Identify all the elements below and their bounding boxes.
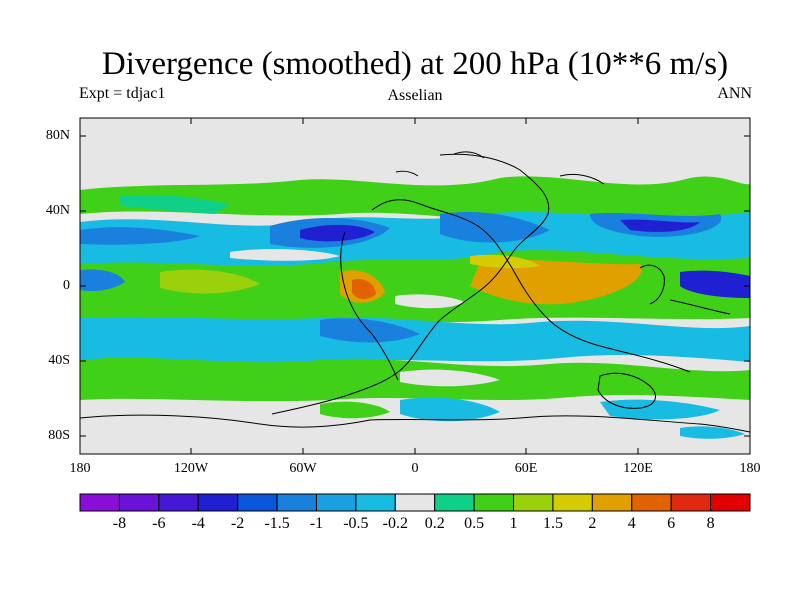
colorbar-label: -8 [113, 515, 126, 532]
colorbar-swatch [473, 493, 515, 512]
colorbar [79, 493, 751, 512]
coastlines [80, 151, 750, 433]
convergence-core-north-4 [440, 211, 550, 243]
colorbar-swatch [631, 493, 672, 512]
divergence-band-north-green [80, 176, 750, 223]
colorbar-swatch [670, 493, 712, 512]
colorbar-swatch [552, 493, 593, 512]
colorbar-label: 8 [707, 515, 715, 532]
x-axis-label-180e: 180 [739, 461, 761, 476]
colorbar-swatch [237, 493, 278, 512]
y-axis-label-80s: 80S [48, 428, 70, 443]
divergence-core-equatorial-2 [470, 260, 642, 305]
colorbar-label: -1.5 [264, 515, 289, 532]
divergence-core-equatorial-1 [160, 269, 260, 294]
convergence-patch-south-2 [600, 399, 720, 420]
x-axis-label-60w: 60W [289, 461, 317, 476]
x-axis-label-0: 0 [411, 461, 419, 476]
convergence-core-north-1 [80, 227, 200, 245]
colorbar-label: 1 [510, 515, 518, 532]
convergence-core-north-6 [620, 219, 700, 232]
colorbar-label: -1 [310, 515, 323, 532]
divergence-patch-north-teal [120, 194, 230, 214]
divergence-patch-south-green [320, 401, 390, 419]
coastline-arctic-islands [395, 151, 605, 185]
colorbar-label: -4 [192, 515, 205, 532]
colorbar-label: 1.5 [543, 515, 563, 532]
coastline-africa [340, 231, 399, 381]
x-axis-label-60e: 60E [514, 461, 538, 476]
x-axis-label-120e: 120E [623, 461, 653, 476]
season-label: ANN [717, 85, 752, 102]
colorbar-swatch [591, 493, 633, 512]
axis-ticks [80, 118, 750, 454]
colorbar-label: 4 [628, 515, 636, 532]
divergence-field [80, 118, 750, 454]
colorbar-label: -0.2 [383, 515, 408, 532]
convergence-core-north-3 [300, 224, 375, 242]
experiment-label: Expt = tdjac1 [79, 85, 166, 102]
neutral-gap-south [400, 369, 500, 387]
coastline-antarctica [80, 414, 750, 433]
coastline-eurasia [371, 199, 691, 373]
convergence-belt-south-blue [80, 316, 750, 364]
colorbar-swatch [513, 493, 554, 512]
colorbar-label: 6 [667, 515, 675, 532]
colorbar-label: -0.5 [343, 515, 368, 532]
scheme-label: Asselian [387, 87, 443, 104]
colorbar-label: -2 [231, 515, 244, 532]
colorbar-label: 0.5 [464, 515, 484, 532]
neutral-gap-equatorial [395, 294, 465, 309]
convergence-patch-equatorial-1 [80, 269, 125, 292]
divergence-core-equatorial-5 [352, 278, 376, 300]
colorbar-swatch [315, 493, 357, 512]
colorbar-swatch [394, 493, 436, 512]
colorbar-swatch [434, 493, 475, 512]
colorbar-swatch [197, 493, 239, 512]
divergence-core-equatorial-3 [470, 254, 540, 269]
colorbar-swatch [276, 493, 317, 512]
convergence-patch-south-3 [680, 426, 745, 439]
colorbar-swatch [118, 493, 160, 512]
colorbar-swatch [710, 493, 751, 512]
x-axis-label-120w: 120W [173, 461, 209, 476]
neutral-gap-north [230, 249, 340, 261]
convergence-patch-south-1 [400, 397, 500, 422]
y-axis-label-40n: 40N [45, 203, 70, 218]
convergence-core-south-1 [320, 318, 420, 343]
x-axis-label-180w: 180 [69, 461, 91, 476]
coastline-americas [271, 153, 550, 415]
colorbar-swatch [79, 493, 120, 512]
colorbar-label: 0.2 [425, 515, 445, 532]
y-axis-label-40s: 40S [48, 353, 70, 368]
colorbar-swatch [158, 493, 199, 512]
y-axis-label-80n: 80N [45, 128, 70, 143]
coastline-australia [597, 372, 656, 409]
y-axis-label-0: 0 [63, 278, 70, 293]
convergence-patch-equatorial-2 [680, 270, 750, 298]
colorbar-label: 2 [588, 515, 596, 532]
colorbar-label: -6 [152, 515, 165, 532]
chart-title: Divergence (smoothed) at 200 hPa (10**6 … [101, 46, 729, 82]
colorbar-swatch [355, 493, 396, 512]
colorbar-labels: -8 -6 -4 -2 -1.5 -1 -0.5 -0.2 0.2 0.5 1 1.5 2 4 6 8 [113, 515, 715, 532]
coastline-indonesia [639, 264, 731, 315]
